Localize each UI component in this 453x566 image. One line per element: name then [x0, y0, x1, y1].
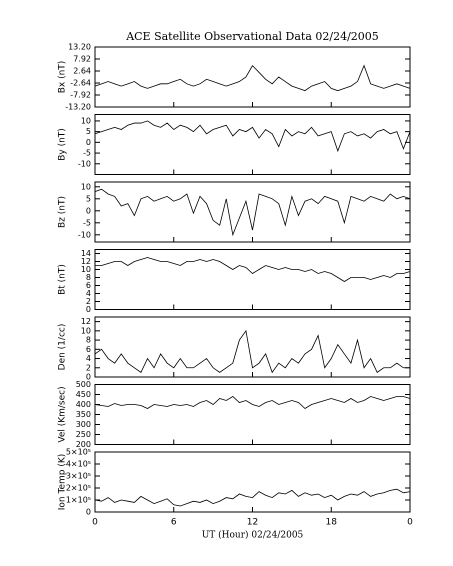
- y-tick-label: 10: [81, 182, 91, 191]
- y-tick-label: 10: [81, 265, 91, 274]
- x-tick-label: 18: [326, 518, 338, 528]
- y-tick-label: 4: [86, 289, 91, 298]
- y-tick-label: 2: [86, 363, 91, 372]
- y-tick-label: -7.92: [70, 91, 91, 100]
- y-tick-label: 0: [86, 373, 91, 382]
- y-axis-label: Ion Temp (K): [58, 454, 68, 511]
- y-tick-label: 1×10⁵: [66, 496, 91, 505]
- y-axis-label: Den (1/cc): [58, 324, 68, 371]
- plot-frame: [94, 249, 411, 310]
- chart-title: ACE Satellite Observational Data 02/24/2…: [125, 30, 379, 43]
- y-tick-label: 0: [86, 206, 91, 215]
- data-line: [94, 188, 411, 237]
- y-tick-label: 8: [86, 336, 91, 345]
- x-axis-label: UT (Hour) 02/24/2005: [202, 530, 304, 541]
- y-tick-label: 10: [81, 116, 91, 125]
- y-tick-label: -13.20: [65, 103, 91, 112]
- y-tick-label: -2.64: [70, 79, 91, 88]
- y-tick-label: 200: [76, 440, 91, 449]
- plot-frame: [94, 114, 411, 175]
- y-tick-label: 4×10⁵: [66, 460, 91, 469]
- plot-frame: [94, 46, 411, 108]
- y-tick-label: 2.64: [73, 67, 91, 76]
- plot-frame: [94, 181, 411, 243]
- y-tick-label: 6: [86, 281, 91, 290]
- y-axis-label: Bx (nT): [58, 61, 68, 94]
- y-tick-label: 14: [81, 249, 91, 258]
- y-tick-label: 400: [76, 400, 91, 409]
- data-line: [94, 488, 411, 507]
- y-tick-label: 3×10⁵: [66, 472, 91, 481]
- data-line: [94, 64, 411, 92]
- y-axis-label: By (nT): [58, 128, 68, 161]
- y-tick-label: 12: [81, 257, 91, 266]
- data-line: [94, 120, 411, 153]
- y-tick-label: 13.20: [68, 43, 91, 52]
- plot-frame: [94, 384, 411, 445]
- y-tick-label: 450: [76, 390, 91, 399]
- y-tick-label: 250: [76, 430, 91, 439]
- y-tick-label: 500: [76, 380, 91, 389]
- plot-frame: [94, 451, 411, 513]
- y-tick-label: 5×10⁵: [66, 448, 91, 457]
- y-tick-label: -5: [83, 218, 91, 227]
- x-tick-label: 0: [92, 518, 98, 528]
- y-tick-label: 2: [86, 297, 91, 306]
- y-tick-label: 8: [86, 273, 91, 282]
- y-tick-label: 5: [86, 127, 91, 136]
- y-tick-label: 350: [76, 410, 91, 419]
- y-tick-label: 7.92: [73, 55, 91, 64]
- y-tick-label: -5: [83, 149, 91, 158]
- y-tick-label: 10: [81, 326, 91, 335]
- y-axis-label: Bz (nT): [58, 196, 68, 228]
- y-axis-label: Bt (nT): [58, 264, 68, 295]
- y-tick-label: 2×10⁵: [66, 484, 91, 493]
- x-tick-label: 0: [407, 518, 413, 528]
- y-tick-label: 0: [86, 138, 91, 147]
- y-tick-label: 4: [86, 354, 91, 363]
- y-tick-label: -10: [78, 230, 91, 239]
- data-line: [94, 396, 411, 409]
- y-tick-label: 12: [81, 317, 91, 326]
- y-axis-label: Vel (Km/sec): [58, 386, 68, 442]
- y-tick-label: 5: [86, 194, 91, 203]
- y-tick-label: 0: [86, 508, 91, 517]
- y-tick-label: 6: [86, 345, 91, 354]
- x-tick-label: 12: [247, 518, 258, 528]
- y-tick-label: 0: [86, 305, 91, 314]
- data-line: [94, 329, 410, 374]
- y-tick-label: -10: [78, 159, 91, 168]
- y-tick-label: 300: [76, 420, 91, 429]
- x-tick-label: 6: [171, 518, 177, 528]
- data-line: [95, 257, 411, 282]
